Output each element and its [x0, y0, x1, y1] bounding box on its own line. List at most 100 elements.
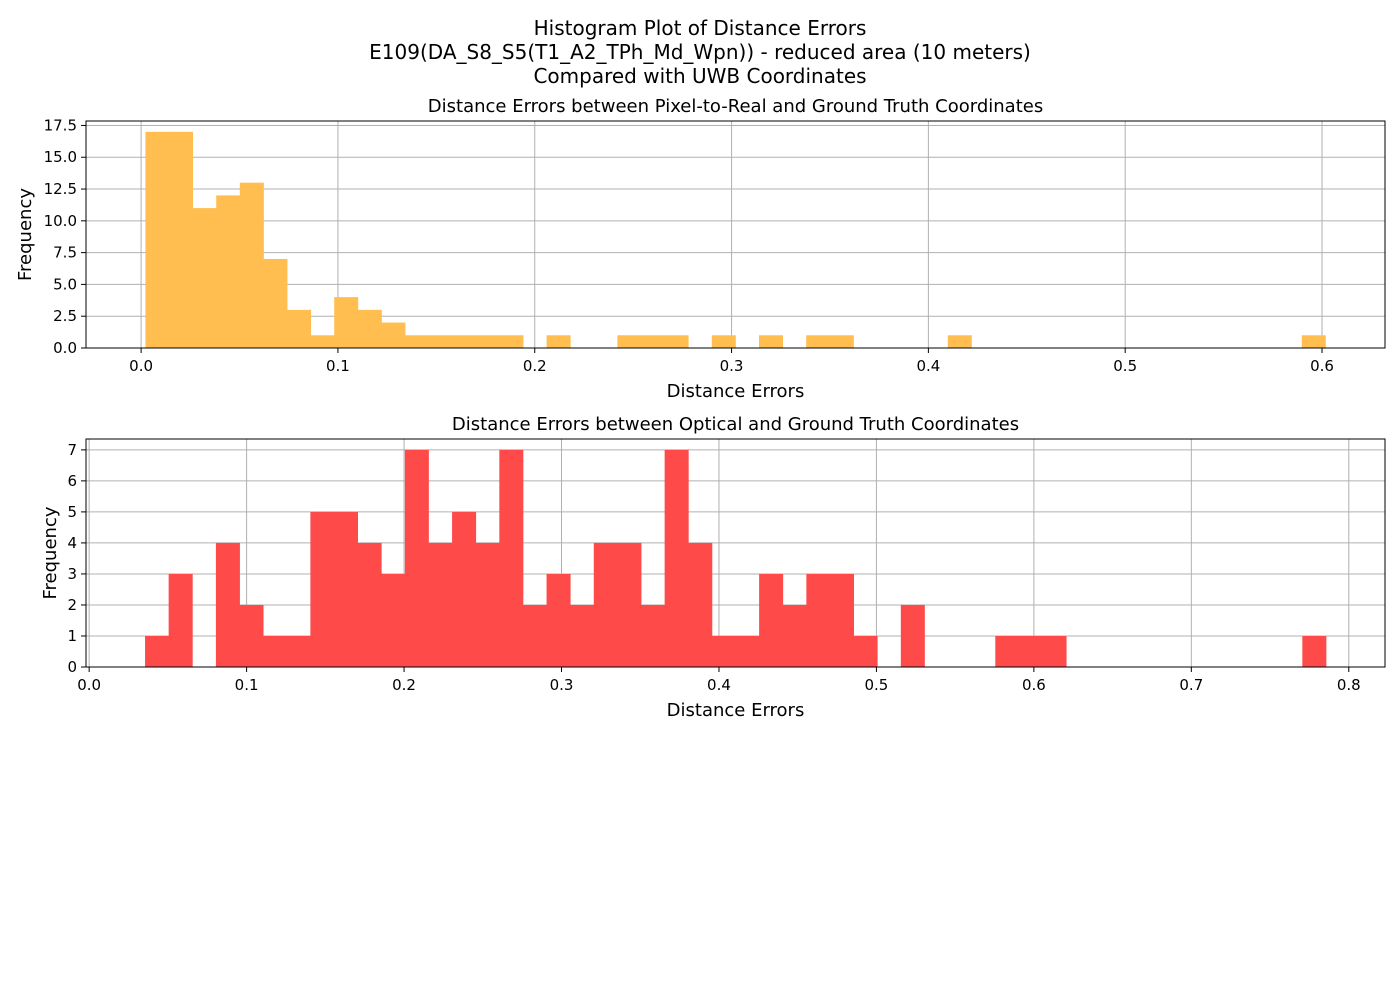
chart1-bar-8: [334, 297, 359, 348]
chart1-y-tick-label-1: 2.5: [53, 307, 77, 325]
chart2-bar-29: [829, 573, 854, 667]
chart2-bar-13: [452, 511, 477, 667]
chart1-x-axis-label: Distance Errors: [667, 381, 805, 402]
chart1-bar-13: [452, 335, 477, 348]
chart2-x-tick-label-5: 0.5: [864, 676, 888, 694]
chart2-bar-5: [263, 635, 288, 667]
figure-title-line-2: E109(DA_S8_S5(T1_A2_TPh_Md_Wpn)) - reduc…: [369, 40, 1031, 64]
chart1-bar-14: [475, 335, 500, 348]
chart1-plot-frame: [85, 120, 1386, 349]
chart2-bar-30: [853, 635, 878, 667]
chart2-bar-6: [286, 635, 311, 667]
chart2-bar-28: [806, 573, 831, 667]
chart2-bar-7: [310, 511, 335, 667]
chart2-bar-17: [546, 573, 571, 667]
chart1-bar-3: [216, 195, 241, 348]
chart2-bar-16: [522, 604, 547, 667]
chart2-plot-frame: [85, 438, 1386, 668]
chart2-bar-15: [499, 449, 524, 667]
chart1-bar-10: [381, 322, 406, 348]
chart2-bar-3: [215, 542, 240, 667]
chart2-bar-37: [1018, 635, 1043, 667]
chart2-bar-14: [475, 542, 500, 667]
chart2-bar-49: [1302, 635, 1327, 667]
chart2-x-tick-label-6: 0.6: [1022, 676, 1046, 694]
chart2-bar-8: [333, 511, 359, 667]
chart1-bar-6: [287, 309, 312, 348]
chart2-y-tick-label-4: 4: [67, 534, 77, 552]
chart1-y-tick-label-2: 5.0: [53, 275, 77, 293]
figure-title-line-3: Compared with UWB Coordinates: [533, 64, 867, 88]
chart1-y-tick-label-3: 7.5: [53, 244, 77, 262]
chart1-bar-7: [310, 335, 335, 348]
chart1-bar-26: [759, 335, 783, 348]
chart2-bar-18: [570, 604, 595, 667]
chart2-bar-26: [759, 573, 784, 667]
figure-title-line-1: Histogram Plot of Distance Errors: [533, 16, 867, 40]
chart1-bar-5: [263, 258, 288, 348]
chart2-group: 0.0 0.1 0.2 0.3 0.4 0.5 0.6 0.7 0.8 0 1 2 3 4 5 6 7 Dista…: [40, 414, 1386, 721]
chart1-bar-9: [357, 309, 382, 348]
chart2-bar-4: [239, 604, 264, 667]
chart1-x-tick-label-1: 0.1: [326, 357, 350, 375]
chart2-bar-19: [593, 542, 618, 667]
chart2-bar-11: [404, 449, 429, 667]
chart1-bar-28: [806, 335, 831, 348]
chart1-bar-20: [617, 335, 642, 348]
chart1-bar-21: [641, 335, 666, 348]
chart2-bar-23: [688, 542, 713, 667]
chart1-bar-34: [947, 335, 972, 348]
chart2-bar-12: [428, 542, 453, 667]
chart2-x-tick-label-7: 0.7: [1179, 676, 1203, 694]
chart1-y-tick-label-7: 17.5: [44, 116, 77, 134]
chart1-bar-2: [192, 208, 217, 348]
chart2-bar-0: [145, 635, 170, 667]
chart2-x-tick-label-1: 0.1: [235, 676, 259, 694]
chart1-x-tick-label-4: 0.4: [916, 357, 940, 375]
chart1-bar-12: [428, 335, 453, 348]
chart1-x-tick-label-0: 0.0: [129, 357, 153, 375]
chart2-bar-25: [735, 635, 760, 667]
chart2-y-tick-label-2: 2: [67, 596, 77, 614]
chart2-y-tick-label-0: 0: [67, 658, 77, 676]
chart1-group: 0.0 0.1 0.2 0.3 0.4 0.5 0.6 0.0 2.5 5.0 7.5 10.0 12.…: [15, 96, 1386, 402]
chart2-bar-20: [617, 542, 642, 667]
chart1-x-tick-label-5: 0.5: [1113, 357, 1137, 375]
chart2-x-axis-label: Distance Errors: [667, 700, 805, 721]
chart2-bar-32: [900, 604, 925, 667]
chart2-bar-1: [168, 573, 193, 667]
chart1-x-tick-label-6: 0.6: [1310, 357, 1334, 375]
chart1-bar-49: [1301, 335, 1326, 348]
chart1-bar-0: [145, 131, 170, 348]
chart2-bar-21: [641, 604, 666, 667]
chart1-y-axis-label: Frequency: [15, 188, 36, 281]
chart2-y-tick-label-7: 7: [67, 441, 77, 459]
chart2-x-tick-label-4: 0.4: [707, 676, 731, 694]
chart1-bar-29: [829, 335, 854, 348]
chart2-y-axis-label: Frequency: [40, 506, 61, 599]
chart1-y-tick-label-0: 0.0: [53, 339, 77, 357]
chart2-bar-22: [664, 449, 689, 667]
chart2-y-tick-label-3: 3: [67, 565, 77, 583]
chart2-bar-27: [782, 604, 807, 667]
chart2-bar-9: [357, 542, 382, 667]
chart2-x-tick-label-2: 0.2: [392, 676, 416, 694]
chart2-y-tick-label-5: 5: [67, 503, 77, 521]
chart1-title: Distance Errors between Pixel-to-Real an…: [428, 96, 1043, 117]
chart1-bar-17: [546, 335, 571, 348]
chart2-x-tick-label-0: 0.0: [77, 676, 101, 694]
chart1-x-tick-label-3: 0.3: [720, 357, 744, 375]
chart2-x-tick-label-8: 0.8: [1337, 676, 1361, 694]
chart1-y-tick-label-6: 15.0: [44, 148, 77, 166]
chart2-y-tick-label-6: 6: [67, 472, 77, 490]
chart1-bar-15: [499, 335, 524, 348]
chart2-bar-36: [995, 635, 1020, 667]
chart1-bar-22: [664, 335, 689, 348]
chart2-bar-10: [381, 573, 406, 667]
chart1-y-tick-label-4: 10.0: [44, 212, 77, 230]
chart1-y-tick-label-5: 12.5: [44, 180, 77, 198]
chart1-bar-11: [405, 335, 430, 348]
chart1-bar-4: [239, 182, 264, 348]
chart2-x-tick-label-3: 0.3: [550, 676, 574, 694]
